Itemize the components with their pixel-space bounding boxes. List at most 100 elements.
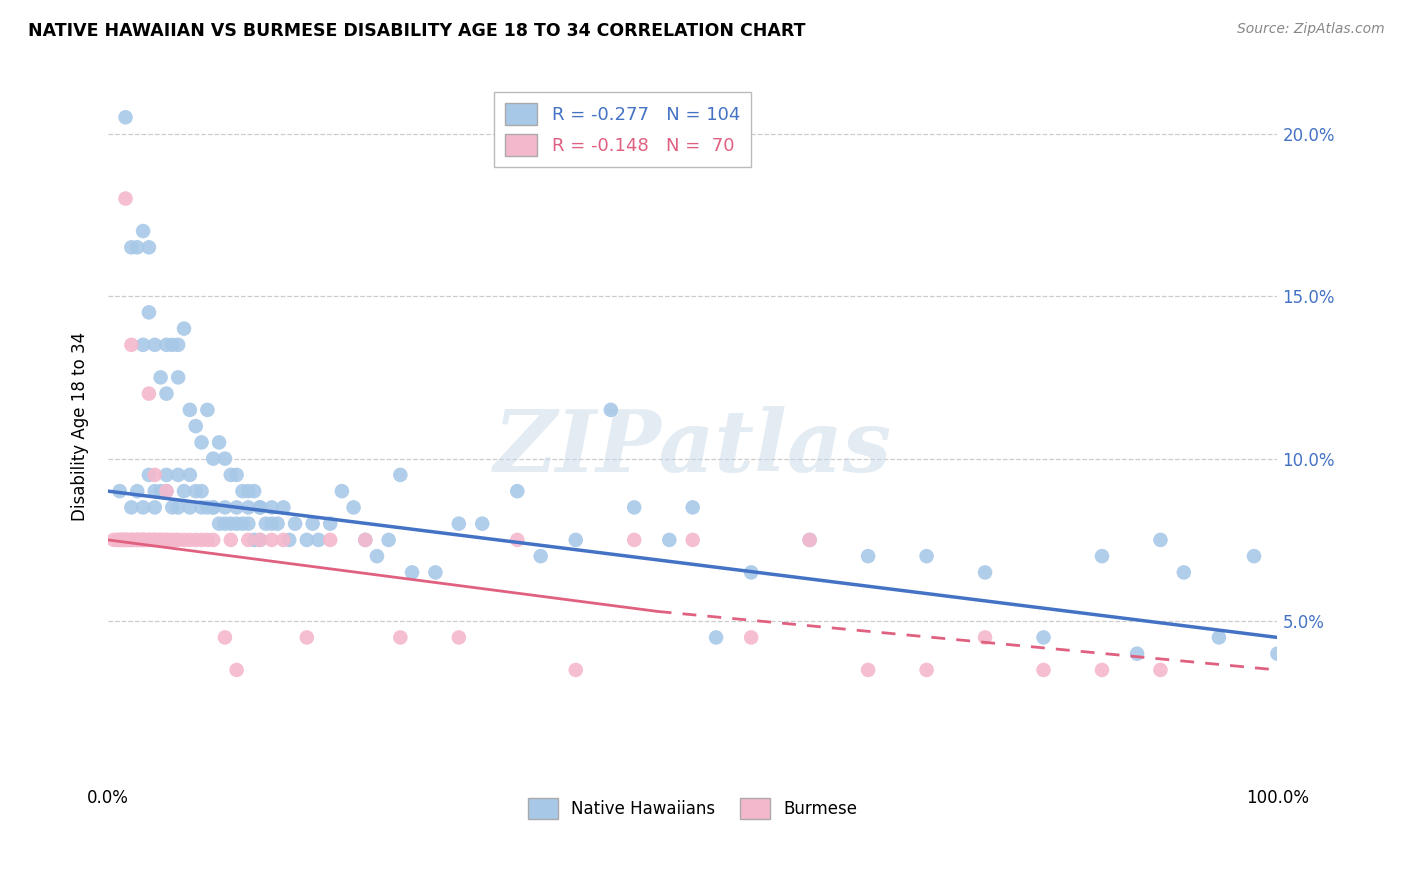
Point (214, 451, 236, 466)
Point (225, 663, 247, 677)
Point (127, 533, 149, 547)
Point (682, 533, 704, 547)
Point (506, 484, 529, 499)
Point (214, 631, 236, 645)
Point (238, 484, 260, 499)
Point (129, 533, 152, 547)
Point (149, 484, 172, 499)
Point (114, 192, 136, 206)
Point (704, 631, 727, 645)
Point (260, 516, 283, 531)
Point (342, 500, 364, 515)
Point (127, 484, 149, 499)
Point (225, 467, 247, 482)
Point (179, 467, 201, 482)
Point (1032, 631, 1054, 645)
Point (143, 484, 166, 499)
Point (740, 631, 762, 645)
Point (120, 533, 142, 547)
Point (103, 533, 125, 547)
Point (389, 631, 412, 645)
Point (273, 533, 295, 547)
Point (138, 533, 160, 547)
Point (1032, 663, 1054, 677)
Point (202, 500, 225, 515)
Point (179, 402, 201, 417)
Point (167, 467, 190, 482)
Point (167, 370, 190, 384)
Point (214, 500, 236, 515)
Point (184, 533, 207, 547)
Point (225, 516, 247, 531)
Point (366, 549, 388, 564)
Point (190, 484, 212, 499)
Point (202, 500, 225, 515)
Point (155, 533, 177, 547)
Point (120, 500, 142, 515)
Point (114, 533, 136, 547)
Point (377, 533, 399, 547)
Point (153, 533, 176, 547)
Point (295, 533, 318, 547)
Point (447, 631, 470, 645)
Point (425, 566, 447, 580)
Point (132, 224, 155, 238)
Point (301, 516, 323, 531)
Point (120, 533, 142, 547)
Point (564, 533, 586, 547)
Point (173, 321, 195, 335)
Point (278, 533, 301, 547)
Point (219, 467, 242, 482)
Point (132, 338, 155, 352)
Point (120, 338, 142, 352)
Legend: Native Hawaiians, Burmese: Native Hawaiians, Burmese (522, 792, 865, 825)
Point (155, 386, 177, 401)
Point (197, 533, 219, 547)
Point (260, 500, 283, 515)
Point (132, 533, 155, 547)
Point (108, 484, 131, 499)
Point (447, 516, 470, 531)
Point (141, 533, 163, 547)
Point (506, 533, 529, 547)
Point (184, 419, 207, 434)
Point (167, 500, 190, 515)
Point (295, 631, 318, 645)
Point (162, 500, 184, 515)
Point (173, 533, 195, 547)
Point (354, 533, 377, 547)
Point (138, 467, 160, 482)
Point (132, 533, 155, 547)
Point (319, 516, 342, 531)
Point (143, 500, 166, 515)
Point (149, 533, 172, 547)
Point (173, 484, 195, 499)
Point (167, 338, 190, 352)
Point (249, 533, 271, 547)
Point (127, 533, 149, 547)
Point (330, 484, 353, 499)
Point (179, 500, 201, 515)
Point (1091, 663, 1114, 677)
Text: Source: ZipAtlas.com: Source: ZipAtlas.com (1237, 22, 1385, 37)
Y-axis label: Disability Age 18 to 34: Disability Age 18 to 34 (72, 332, 89, 521)
Point (658, 533, 681, 547)
Point (143, 533, 166, 547)
Point (238, 500, 260, 515)
Text: ZIPatlas: ZIPatlas (494, 406, 891, 490)
Point (132, 500, 155, 515)
Point (112, 533, 135, 547)
Point (308, 533, 330, 547)
Point (120, 240, 142, 254)
Point (243, 484, 266, 499)
Point (231, 484, 253, 499)
Point (202, 533, 225, 547)
Point (202, 451, 225, 466)
Point (225, 500, 247, 515)
Point (127, 240, 149, 254)
Point (155, 484, 177, 499)
Point (238, 533, 260, 547)
Point (149, 533, 172, 547)
Point (157, 533, 180, 547)
Text: NATIVE HAWAIIAN VS BURMESE DISABILITY AGE 18 TO 34 CORRELATION CHART: NATIVE HAWAIIAN VS BURMESE DISABILITY AG… (28, 22, 806, 40)
